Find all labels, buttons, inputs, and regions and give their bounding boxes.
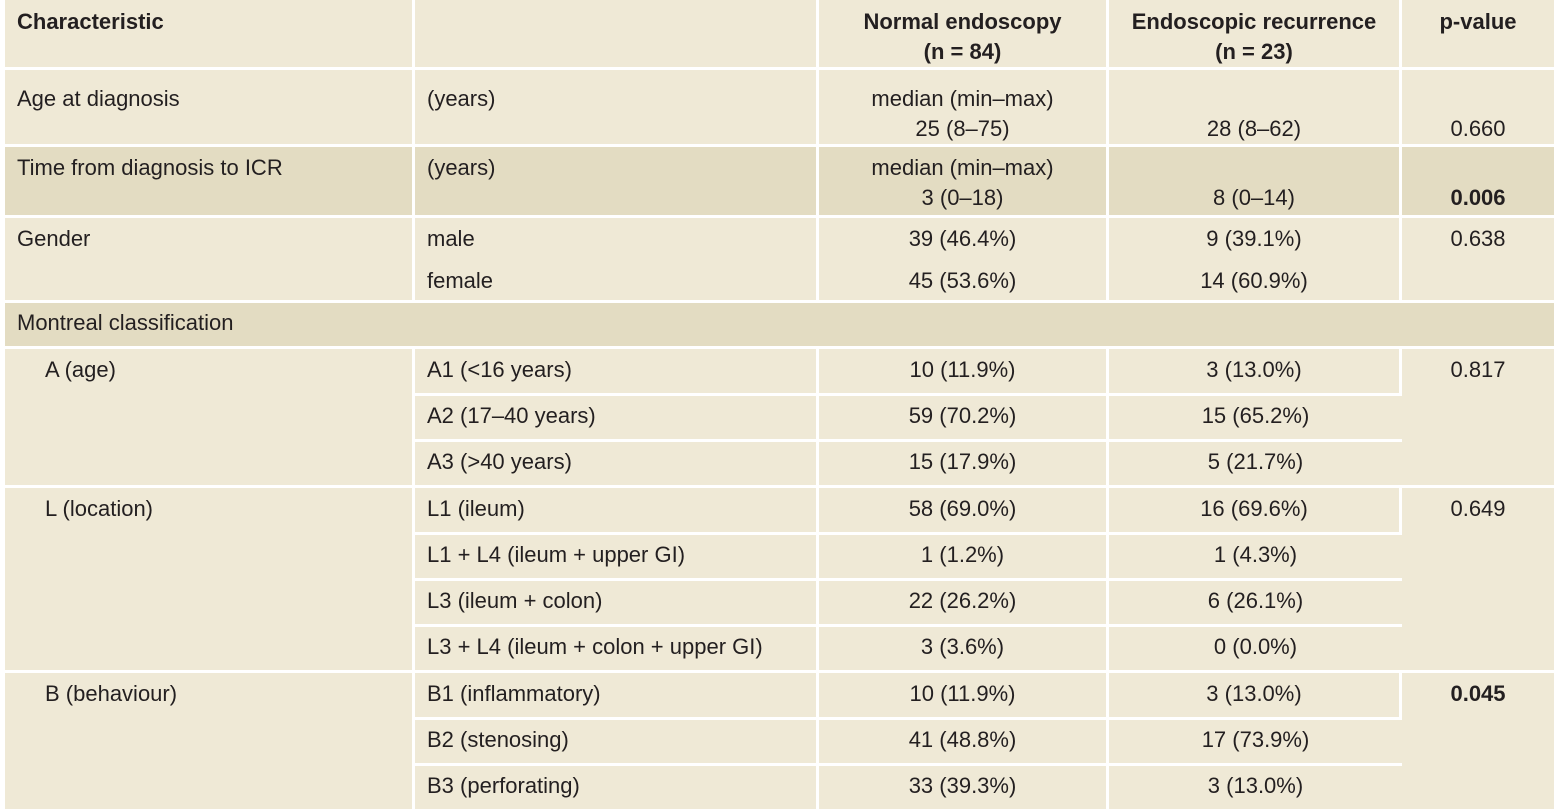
age-group-row-2: A2 (17–40 years) 59 (70.2%) 15 (65.2%) [5, 396, 1554, 442]
time-stat: median (min–max) [871, 155, 1054, 180]
gender-female-recurrence: 14 (60.9%) [1109, 262, 1402, 303]
a1-recurrence: 3 (13.0%) [1109, 349, 1402, 396]
location-row-2: L1 + L4 (ileum + upper GI) 1 (1.2%) 1 (4… [5, 535, 1554, 581]
montreal-label: Montreal classification [5, 303, 1554, 349]
montreal-row: Montreal classification [5, 303, 1554, 349]
behaviour-pvalue: 0.045 [1402, 673, 1554, 812]
l1-label: L1 (ileum) [415, 488, 819, 535]
age-normal: median (min–max) 25 (8–75) [819, 70, 1109, 147]
a3-recurrence: 5 (21.7%) [1109, 442, 1402, 488]
age-unit: (years) [415, 70, 819, 147]
a3-normal: 15 (17.9%) [819, 442, 1109, 488]
gender-male-label: male [415, 218, 819, 262]
l3l4-recurrence: 0 (0.0%) [1109, 627, 1402, 673]
gender-empty [5, 262, 415, 303]
gender-male-normal: 39 (46.4%) [819, 218, 1109, 262]
a2-recurrence: 15 (65.2%) [1109, 396, 1402, 442]
a1-normal: 10 (11.9%) [819, 349, 1109, 396]
header-recurrence: Endoscopic recurrence (n = 23) [1109, 0, 1402, 70]
behaviour-row-1: B (behaviour) B1 (inflammatory) 10 (11.9… [5, 673, 1554, 812]
b2-label: B2 (stenosing) [415, 720, 819, 766]
header-row: Characteristic Normal endoscopy (n = 84) … [5, 0, 1554, 70]
age-normal-value: 25 (8–75) [915, 116, 1010, 141]
b1-label: B1 (inflammatory) [415, 673, 819, 720]
location-row-4: L3 + L4 (ileum + colon + upper GI) 3 (3.… [5, 627, 1554, 673]
l1-normal: 58 (69.0%) [819, 488, 1109, 535]
location-row-1: L (location) L1 (ileum) 58 (69.0%) 16 (6… [5, 488, 1554, 673]
b2-normal: 41 (48.8%) [819, 720, 1109, 766]
age-stat: median (min–max) [871, 86, 1054, 111]
l1-recurrence: 16 (69.6%) [1109, 488, 1402, 535]
age-group-row-3: A3 (>40 years) 15 (17.9%) 5 (21.7%) [5, 442, 1554, 488]
header-recurrence-n: (n = 23) [1215, 39, 1293, 64]
b2-recurrence: 17 (73.9%) [1109, 720, 1402, 766]
age-recurrence: 28 (8–62) [1109, 70, 1402, 147]
gender-pvalue: 0.638 [1402, 218, 1554, 262]
a2-normal: 59 (70.2%) [819, 396, 1109, 442]
characteristics-table: Characteristic Normal endoscopy (n = 84) … [5, 0, 1554, 812]
gender-row-female: female 45 (53.6%) 14 (60.9%) [5, 262, 1554, 303]
l1l4-normal: 1 (1.2%) [819, 535, 1109, 581]
location-row-3: L3 (ileum + colon) 22 (26.2%) 6 (26.1%) [5, 581, 1554, 627]
gender-label: Gender [5, 218, 415, 262]
gender-female-label: female [415, 262, 819, 303]
age-group-row-1: A (age) A1 (<16 years) 10 (11.9%) 3 (13.… [5, 349, 1554, 488]
l3-recurrence: 6 (26.1%) [1109, 581, 1402, 627]
time-recurrence: 8 (0–14) [1109, 147, 1402, 218]
location-label: L (location) [5, 488, 415, 673]
behaviour-row-3: B3 (perforating) 33 (39.3%) 3 (13.0%) [5, 766, 1554, 812]
location-pvalue: 0.649 [1402, 488, 1554, 673]
header-pvalue: p-value [1402, 0, 1554, 70]
b3-recurrence: 3 (13.0%) [1109, 766, 1402, 812]
behaviour-label: B (behaviour) [5, 673, 415, 812]
gender-female-normal: 45 (53.6%) [819, 262, 1109, 303]
l3-normal: 22 (26.2%) [819, 581, 1109, 627]
l3l4-label: L3 + L4 (ileum + colon + upper GI) [415, 627, 819, 673]
l1l4-label: L1 + L4 (ileum + upper GI) [415, 535, 819, 581]
time-unit: (years) [415, 147, 819, 218]
header-recurrence-title: Endoscopic recurrence [1131, 9, 1377, 34]
time-row: Time from diagnosis to ICR (years) media… [5, 147, 1554, 218]
gender-row-male: Gender male 39 (46.4%) 9 (39.1%) 0.638 [5, 218, 1554, 262]
l3l4-normal: 3 (3.6%) [819, 627, 1109, 673]
header-normal-title: Normal endoscopy [863, 9, 1062, 34]
header-characteristic: Characteristic [5, 0, 415, 70]
time-label: Time from diagnosis to ICR [5, 147, 415, 218]
time-pvalue: 0.006 [1402, 147, 1554, 218]
age-pvalue: 0.660 [1402, 70, 1554, 147]
header-empty [415, 0, 819, 70]
a2-label: A2 (17–40 years) [415, 396, 819, 442]
a1-label: A1 (<16 years) [415, 349, 819, 396]
b3-label: B3 (perforating) [415, 766, 819, 812]
b1-normal: 10 (11.9%) [819, 673, 1109, 720]
header-normal-n: (n = 84) [923, 39, 1002, 64]
header-normal: Normal endoscopy (n = 84) [819, 0, 1109, 70]
age-group-pvalue: 0.817 [1402, 349, 1554, 488]
time-normal: median (min–max) 3 (0–18) [819, 147, 1109, 218]
age-label: Age at diagnosis [5, 70, 415, 147]
age-group-label: A (age) [5, 349, 415, 488]
a3-label: A3 (>40 years) [415, 442, 819, 488]
behaviour-row-2: B2 (stenosing) 41 (48.8%) 17 (73.9%) [5, 720, 1554, 766]
b1-recurrence: 3 (13.0%) [1109, 673, 1402, 720]
gender-male-recurrence: 9 (39.1%) [1109, 218, 1402, 262]
age-row: Age at diagnosis (years) median (min–max… [5, 70, 1554, 147]
gender-p-empty [1402, 262, 1554, 303]
l1l4-recurrence: 1 (4.3%) [1109, 535, 1402, 581]
b3-normal: 33 (39.3%) [819, 766, 1109, 812]
l3-label: L3 (ileum + colon) [415, 581, 819, 627]
time-normal-value: 3 (0–18) [921, 185, 1004, 210]
